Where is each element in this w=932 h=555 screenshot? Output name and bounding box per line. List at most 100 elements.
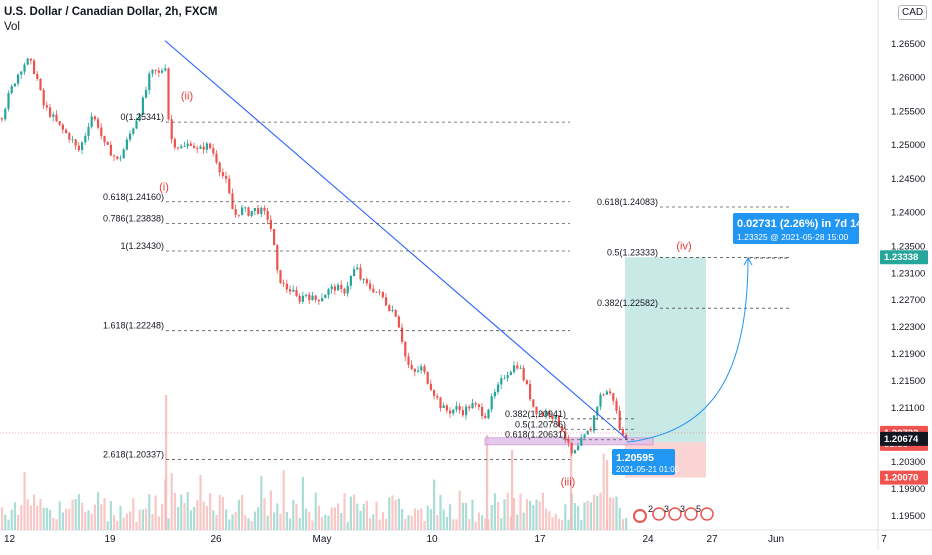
volume-bar	[65, 508, 68, 530]
candle-body	[84, 136, 87, 143]
candle-body	[215, 153, 218, 163]
candle-body	[116, 156, 119, 159]
x-tick-label: 12	[4, 534, 16, 545]
x-tick-label: 7	[881, 534, 887, 545]
fib-level-label: 0.618(1.24160)	[103, 192, 164, 202]
candle-body	[468, 406, 471, 409]
y-tick-label: 1.21900	[891, 349, 925, 360]
volume-bar	[269, 490, 272, 530]
volume-bar	[231, 514, 234, 530]
volume-bar	[397, 498, 400, 530]
candle-body	[93, 116, 96, 120]
candle-body	[1, 118, 4, 120]
candle-body	[577, 445, 580, 451]
candle-body	[551, 415, 554, 420]
volume-bar	[209, 493, 212, 530]
candle-body	[196, 148, 199, 149]
fib-level-label: 0.382(1.22582)	[597, 298, 658, 308]
candle-body	[257, 208, 260, 214]
candle-body	[602, 394, 605, 396]
volume-bar	[58, 501, 61, 530]
candle-body	[545, 411, 548, 417]
price-label-text: 1.20070	[884, 473, 918, 484]
currency-badge[interactable]: CAD	[898, 5, 928, 20]
volume-bar	[577, 506, 580, 530]
candle-body	[23, 64, 26, 72]
event-marker-icon	[652, 507, 666, 521]
x-tick-label: 26	[210, 534, 222, 545]
volume-bar	[295, 503, 298, 530]
candle-body	[532, 399, 535, 407]
candle-body	[557, 415, 560, 427]
wave-label: (iv)	[676, 241, 691, 253]
candle-body	[513, 365, 516, 372]
candle-body	[260, 207, 263, 214]
volume-bar	[529, 500, 532, 530]
candle-body	[452, 409, 455, 414]
volume-bar	[7, 519, 10, 530]
candle-body	[10, 86, 13, 94]
candle-body	[589, 430, 592, 432]
candle-body	[225, 175, 228, 179]
candle-body	[599, 394, 602, 407]
volume-bar	[154, 495, 157, 530]
candle-body	[183, 146, 186, 147]
price-label-text: 1.20674	[884, 434, 919, 445]
candle-body	[212, 148, 215, 154]
candle-body	[346, 285, 349, 294]
candle-body	[375, 291, 378, 293]
volume-bar	[340, 512, 343, 530]
candle-body	[90, 116, 93, 127]
volume-bar	[55, 519, 58, 530]
stop-price-label: 1.20070	[880, 470, 928, 485]
candle-body	[330, 286, 333, 290]
volume-bar	[183, 502, 186, 530]
candle-body	[263, 207, 266, 211]
volume-bar	[356, 503, 359, 530]
volume-bar	[317, 505, 320, 530]
candle-body	[279, 270, 282, 284]
candle-body	[209, 143, 212, 149]
volume-bar	[186, 491, 189, 530]
volume-label: Vol	[4, 21, 20, 33]
candle-body	[372, 288, 375, 293]
volume-bar	[122, 517, 125, 530]
candle-body	[561, 426, 564, 432]
volume-bar	[308, 511, 311, 530]
volume-bar	[138, 509, 141, 530]
volume-bar	[324, 514, 327, 530]
y-tick-label: 1.26000	[891, 73, 925, 84]
candle-body	[554, 415, 557, 420]
candle-body	[337, 284, 340, 291]
volume-bar	[292, 499, 295, 530]
volume-bar	[215, 515, 218, 530]
volume-bar	[461, 502, 464, 530]
price-label-bg	[880, 470, 928, 485]
candle-body	[100, 127, 103, 136]
volume-bar	[365, 500, 368, 530]
volume-bar	[81, 502, 84, 530]
candle-body	[36, 73, 39, 79]
candle-body	[276, 245, 279, 271]
candle-body	[154, 69, 157, 71]
volume-bar	[532, 505, 535, 530]
volume-bar	[497, 502, 500, 530]
volume-bar	[580, 520, 583, 530]
candle-body	[26, 58, 29, 65]
candle-body	[618, 410, 621, 430]
candle-body	[365, 279, 368, 284]
volume-bar	[490, 505, 493, 530]
volume-bar	[343, 493, 346, 530]
candle-body	[378, 291, 381, 293]
candle-body	[119, 158, 122, 160]
candle-body	[151, 69, 154, 74]
fib-level-label: 0.618(1.24083)	[597, 197, 658, 207]
volume-bar	[276, 503, 279, 530]
candle-body	[343, 288, 346, 294]
volume-bar	[486, 435, 489, 530]
volume-bar	[289, 518, 292, 530]
projection-arc	[626, 258, 749, 443]
volume-bar	[506, 492, 509, 530]
